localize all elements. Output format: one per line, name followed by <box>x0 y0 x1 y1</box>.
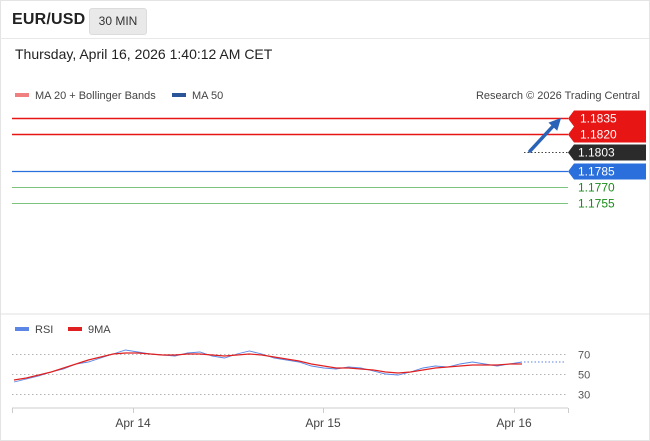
x-tick-label: Apr 16 <box>496 416 532 430</box>
ma9-legend-label: 9MA <box>88 324 111 336</box>
pivot-tag: 1.1785 <box>578 165 615 179</box>
rsi-tick-label: 50 <box>578 370 590 382</box>
level-support: 1.1770 <box>12 181 615 195</box>
level-resistance: 1.1820 <box>12 126 646 143</box>
x-tick-label: Apr 15 <box>305 416 341 430</box>
bb-legend-label: MA 20 + Bollinger Bands <box>35 90 156 102</box>
ma9-line <box>13 352 522 381</box>
resistance-tag: 1.1820 <box>580 128 617 142</box>
datetime-label: Thursday, April 16, 2026 1:40:12 AM CET <box>15 46 273 62</box>
resistance-tag: 1.1835 <box>580 112 617 126</box>
header-divider <box>0 38 650 39</box>
x-axis: Apr 14 Apr 15 Apr 16 <box>12 408 569 430</box>
last-price-tag: 1.1803 <box>578 146 615 160</box>
rsi-tick-label: 30 <box>578 390 590 402</box>
bb-legend-swatch <box>15 93 29 97</box>
credit-label: Research © 2026 Trading Central <box>476 90 640 102</box>
ma9-legend-swatch <box>68 327 82 331</box>
rsi-legend-label: RSI <box>35 324 53 336</box>
level-resistance: 1.1835 <box>12 110 646 127</box>
level-last_price: 1.1803 <box>524 144 646 161</box>
ma50-legend-label: MA 50 <box>192 90 223 102</box>
level-support: 1.1755 <box>12 197 615 211</box>
x-tick-label: Apr 14 <box>115 416 151 430</box>
support-label: 1.1755 <box>578 197 615 211</box>
timeframe-button[interactable]: 30 MIN <box>89 8 147 35</box>
support-label: 1.1770 <box>578 181 615 195</box>
rsi-tick-label: 70 <box>578 350 590 362</box>
rsi-legend-swatch <box>15 327 29 331</box>
level-pivot: 1.1785 <box>12 163 646 180</box>
forecast-arrow-icon <box>528 117 562 153</box>
ma50-legend-swatch <box>172 93 186 97</box>
rsi-layer: 70 50 30 <box>12 350 590 402</box>
level-layer: 1.1835 1.1820 1.1803 1.1785 1.1770 1.1755 <box>12 110 646 211</box>
symbol-title: EUR/USD <box>12 11 86 28</box>
